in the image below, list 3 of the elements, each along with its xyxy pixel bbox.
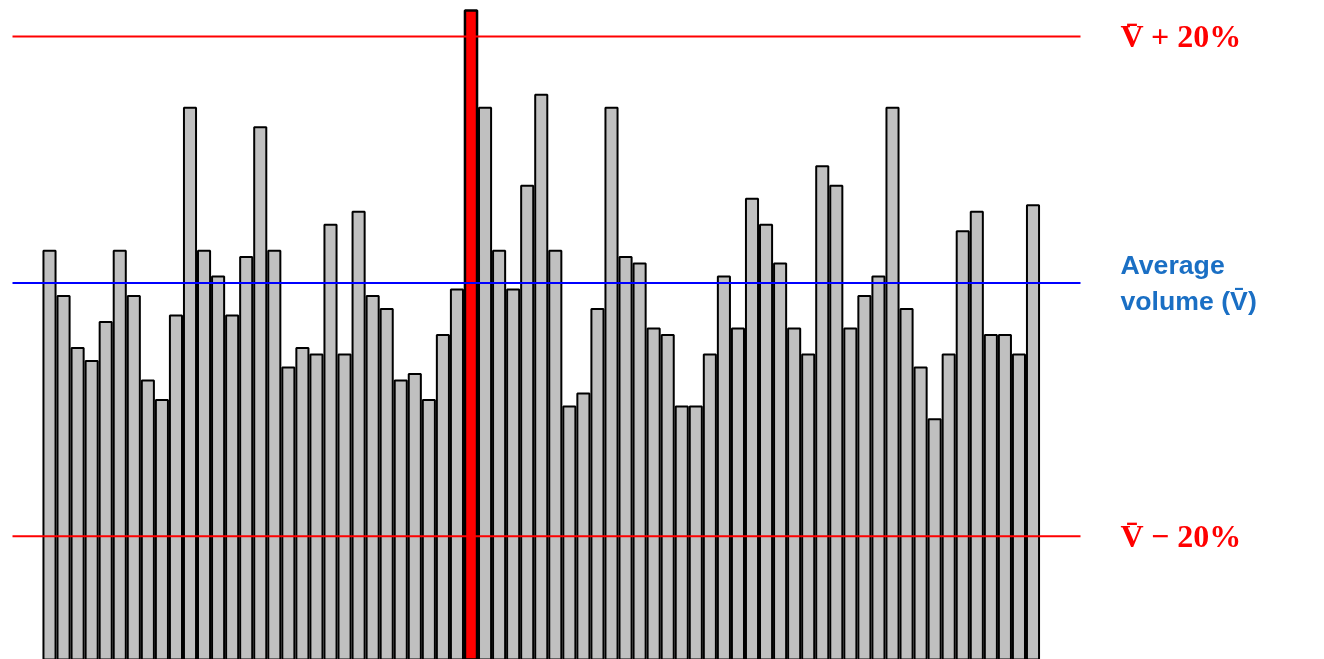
ref-line-label: Average volume (V̄) (1120, 250, 1257, 317)
ref-line-label: V̄ − 20% (1120, 518, 1242, 555)
ref-line-label: V̄ + 20% (1120, 18, 1242, 55)
